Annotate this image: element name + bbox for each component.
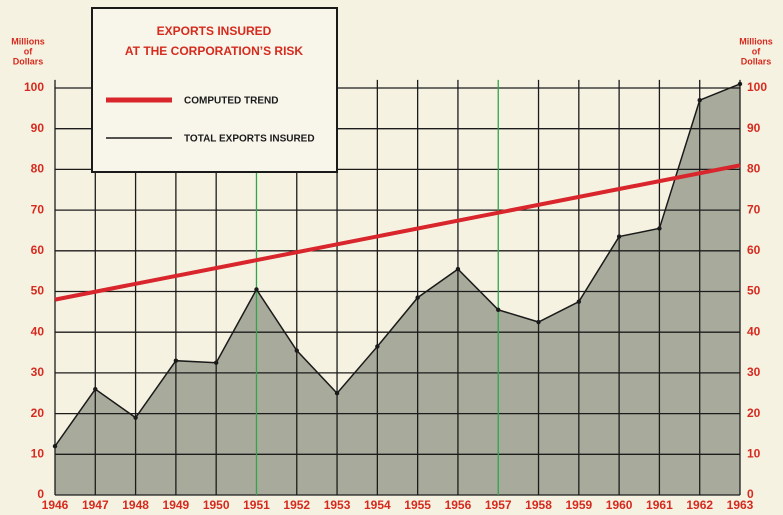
y-tick-label: 100 <box>24 80 44 94</box>
line <box>54 83 741 447</box>
x-tick-label: 1953 <box>324 498 351 512</box>
x-tick-label: 1951 <box>243 498 270 512</box>
y2-tick-label: 100 <box>747 80 767 94</box>
point <box>133 415 138 420</box>
x-tick-label: 1950 <box>203 498 230 512</box>
point <box>375 344 380 349</box>
chart-title: EXPORTS INSURED <box>157 24 272 38</box>
x-tick-label: 1949 <box>163 498 190 512</box>
x-tick-label: 1962 <box>686 498 713 512</box>
y-tick-label: 30 <box>31 365 45 379</box>
point <box>334 391 340 396</box>
y2-tick-label: 0 <box>747 487 754 501</box>
y2-axis-label: Millions <box>739 36 773 46</box>
x-tick-label: 1960 <box>606 498 633 512</box>
y-tick-label: 70 <box>31 202 45 216</box>
x-tick-label: 1956 <box>445 498 472 512</box>
x-tick-label: 1946 <box>42 498 69 512</box>
x-tick-label: 1955 <box>404 498 431 512</box>
x-tick-label: 1954 <box>364 498 391 512</box>
point <box>93 386 98 392</box>
x-tick-label: 1958 <box>525 498 552 512</box>
point <box>213 360 219 365</box>
legend-label: TOTAL EXPORTS INSURED <box>184 134 315 145</box>
point <box>616 234 622 239</box>
point <box>294 348 299 353</box>
point <box>536 319 541 325</box>
y-tick-label: 50 <box>31 284 45 298</box>
y-tick-label: 60 <box>31 243 45 257</box>
legend-box <box>91 7 338 173</box>
point <box>455 266 461 272</box>
x-tick-label: 1948 <box>122 498 149 512</box>
legend-label: COMPUTED TREND <box>184 96 278 107</box>
point <box>576 299 582 304</box>
x-tick-label: 1957 <box>485 498 512 512</box>
y-tick-label: 90 <box>31 121 45 135</box>
y-axis-label: of <box>24 46 33 56</box>
y2-tick-label: 40 <box>747 324 761 338</box>
y2-tick-label: 30 <box>747 365 761 379</box>
point <box>173 358 179 363</box>
point <box>697 98 702 103</box>
y2-tick-label: 90 <box>747 121 761 135</box>
chart-title: AT THE CORPORATION’S RISK <box>125 44 304 58</box>
point <box>254 287 259 292</box>
y2-tick-label: 20 <box>747 406 761 420</box>
point <box>737 81 743 87</box>
y-tick-label: 0 <box>37 487 44 501</box>
y-tick-label: 10 <box>31 446 45 460</box>
y2-tick-label: 70 <box>747 202 761 216</box>
y2-axis-label: of <box>752 46 761 56</box>
y2-tick-label: 10 <box>747 446 761 460</box>
y-axis-label: Millions <box>11 36 45 46</box>
x-tick-label: 1959 <box>565 498 592 512</box>
y2-axis-label: Dollars <box>741 56 772 66</box>
x-tick-label: 1952 <box>283 498 310 512</box>
point <box>415 295 420 300</box>
x-tick-label: 1961 <box>646 498 673 512</box>
trend-line <box>54 163 741 302</box>
y-tick-label: 20 <box>31 406 45 420</box>
x-tick-label: 1963 <box>727 498 754 512</box>
y2-tick-label: 60 <box>747 243 761 257</box>
y2-tick-label: 50 <box>747 284 761 298</box>
y2-tick-label: 80 <box>747 162 761 176</box>
area <box>55 83 740 496</box>
y-tick-label: 40 <box>31 324 45 338</box>
point <box>52 443 58 449</box>
legend: EXPORTS INSURED AT THE CORPORATION’S RIS… <box>91 7 338 173</box>
point <box>657 226 662 231</box>
y-tick-label: 80 <box>31 162 45 176</box>
point <box>496 307 501 313</box>
y-axis-label: Dollars <box>13 56 44 66</box>
x-tick-label: 1947 <box>82 498 109 512</box>
